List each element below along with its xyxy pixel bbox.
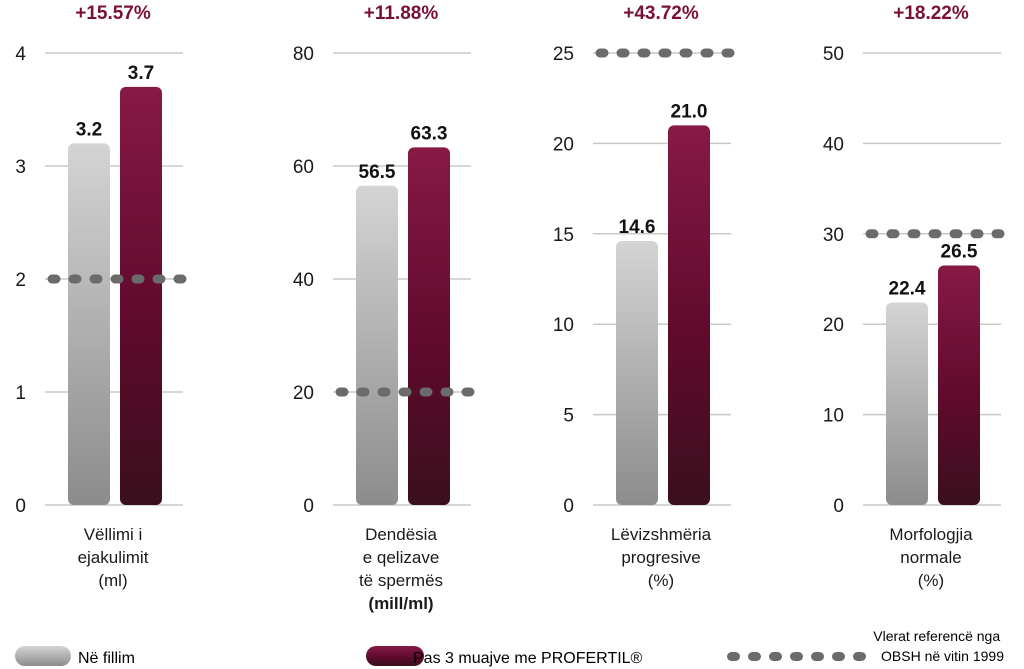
y-tick-label: 25: [553, 44, 574, 65]
y-tick-label: 30: [823, 225, 844, 246]
legend-reference-dot: [832, 652, 845, 661]
x-axis-label-line: Dendësia: [365, 525, 437, 544]
bar-baseline: [616, 241, 658, 506]
x-axis-label-line: (%): [648, 571, 674, 590]
y-tick-label: 5: [563, 406, 574, 427]
legend-swatch-treatment: [366, 646, 424, 666]
y-tick-label: 0: [563, 496, 574, 517]
y-tick-label: 2: [15, 270, 26, 291]
y-tick-label: 0: [303, 496, 314, 517]
chart-panels: +15.57% 0 1 2 3 4 3.2 3.7 Vëllimi i ejakulimit (ml…: [15, 3, 1005, 613]
chart-panel-1: +15.57% 0 1 2 3 4 3.2 3.7 Vëllimi i ejakulimit (ml…: [15, 3, 187, 590]
bar-treatment: [120, 86, 162, 506]
change-percentage-label: +11.88%: [364, 3, 439, 24]
y-tick-label: 10: [553, 315, 574, 336]
bar-value-label: 63.3: [411, 123, 448, 144]
legend-reference-dots: [727, 652, 866, 661]
x-axis-label-line: të spermës: [359, 571, 443, 590]
y-tick-label: 15: [553, 225, 574, 246]
x-axis-label-line: ejakulimit: [78, 548, 149, 567]
bar-value-label: 22.4: [889, 279, 926, 300]
legend-label-reference-line-1: Vlerat referencë nga: [873, 628, 1000, 644]
x-axis-label-line: Morfologjia: [889, 525, 973, 544]
legend-reference-dot: [727, 652, 740, 661]
bar-value-label: 3.7: [128, 63, 154, 84]
bar-value-label: 21.0: [671, 101, 708, 122]
y-tick-label: 4: [15, 44, 26, 65]
x-axis-label-line: (%): [918, 571, 944, 590]
legend: Në fillim Pas 3 muajve me PROFERTIL® Vle…: [15, 628, 1004, 667]
x-axis-label-line: (ml): [98, 571, 127, 590]
legend-label-reference: Vlerat referencë nga OBSH në vitin 1999: [873, 628, 1004, 664]
bar-baseline: [68, 143, 110, 505]
bar-value-label: 56.5: [359, 162, 396, 183]
bar-treatment: [408, 147, 450, 506]
y-tick-label: 0: [15, 496, 26, 517]
legend-label-reference-line-2: OBSH në vitin 1999: [881, 648, 1004, 664]
y-tick-label: 20: [823, 315, 844, 336]
change-percentage-label: +18.22%: [893, 3, 969, 24]
legend-reference-dot: [748, 652, 761, 661]
bar-baseline: [356, 185, 398, 505]
y-tick-label: 10: [823, 406, 844, 427]
legend-label-treatment: Pas 3 muajve me PROFERTIL®: [413, 650, 643, 667]
legend-reference-dot: [811, 652, 824, 661]
x-axis-label-line: (mill/ml): [368, 594, 433, 613]
chart-panel-3: +43.72% 0 5 10 15 20 25 14.6 21.0 Lëvizshmëria pro…: [553, 3, 735, 590]
y-tick-label: 50: [823, 44, 844, 65]
bar-treatment: [938, 265, 980, 505]
x-axis-label-line: progresive: [621, 548, 700, 567]
y-tick-label: 3: [15, 157, 26, 178]
bar-value-label: 3.2: [76, 119, 102, 140]
bar-baseline: [886, 302, 928, 505]
change-percentage-label: +43.72%: [623, 3, 699, 24]
legend-swatch-baseline: [15, 646, 71, 666]
y-tick-label: 20: [553, 134, 574, 155]
legend-reference-dot: [769, 652, 782, 661]
x-axis-label-line: normale: [900, 548, 961, 567]
y-tick-label: 0: [833, 496, 844, 517]
x-axis-label-line: Lëvizshmëria: [611, 525, 712, 544]
y-tick-label: 60: [293, 157, 314, 178]
y-tick-label: 80: [293, 44, 314, 65]
legend-reference-dot: [790, 652, 803, 661]
chart-panel-2: +11.88% 0 20 40 60 80 56.5 63.3 Dendësia e qeliza…: [293, 3, 475, 613]
legend-reference-dot: [853, 652, 866, 661]
x-axis-label-line: Vëllimi i: [84, 525, 143, 544]
y-tick-label: 40: [823, 134, 844, 155]
y-tick-label: 20: [293, 383, 314, 404]
bar-treatment: [668, 125, 710, 505]
x-axis-label-line: e qelizave: [363, 548, 440, 567]
legend-label-baseline: Në fillim: [78, 650, 135, 667]
bar-value-label: 14.6: [619, 217, 656, 238]
bar-value-label: 26.5: [941, 241, 978, 262]
y-tick-label: 1: [15, 383, 26, 404]
chart-panel-4: +18.22% 0 10 20 30 40 50 22.4 26.5 Morfologjia nor…: [823, 3, 1005, 590]
y-tick-label: 40: [293, 270, 314, 291]
change-percentage-label: +15.57%: [75, 3, 151, 24]
